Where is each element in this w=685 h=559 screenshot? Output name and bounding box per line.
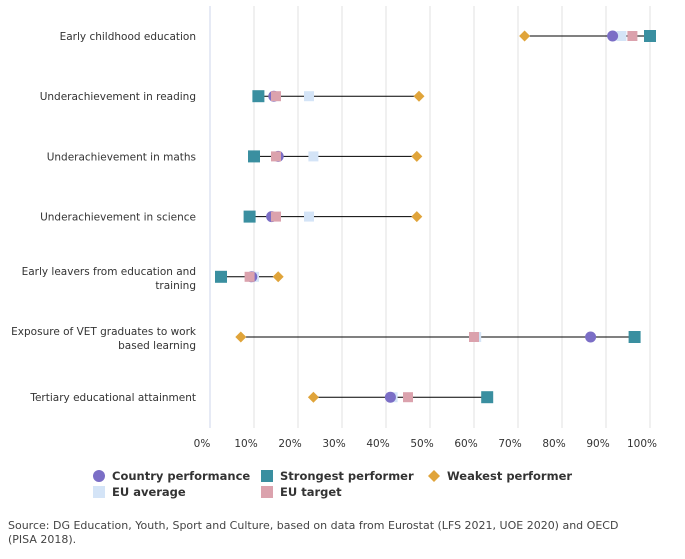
marker-country[interactable] bbox=[384, 391, 396, 403]
marker-strongest[interactable] bbox=[481, 391, 494, 404]
x-tick-label: 10% bbox=[234, 438, 257, 450]
marker-eu-target[interactable] bbox=[271, 91, 281, 102]
marker-eu-avg[interactable] bbox=[308, 151, 319, 162]
circle-marker-icon bbox=[93, 470, 105, 482]
marker-eu-target[interactable] bbox=[627, 31, 638, 41]
legend-item-country[interactable]: Country performance bbox=[92, 468, 250, 484]
x-tick-label: 60% bbox=[454, 438, 477, 450]
source-line-2: (PISA 2018). bbox=[8, 533, 77, 546]
data-markers bbox=[215, 30, 656, 404]
category-label: Underachievement in science bbox=[40, 212, 196, 224]
diamond-marker-icon bbox=[428, 470, 440, 482]
legend-item-strongest[interactable]: Strongest performer bbox=[260, 468, 414, 484]
marker-strongest[interactable] bbox=[243, 210, 256, 223]
x-tick-label: 50% bbox=[410, 438, 433, 450]
x-tick-label: 0% bbox=[194, 438, 211, 450]
marker-eu-avg[interactable] bbox=[304, 211, 314, 222]
marker-strongest[interactable] bbox=[644, 30, 656, 42]
square-marker-icon bbox=[93, 486, 105, 498]
category-label: Underachievement in reading bbox=[40, 91, 196, 103]
marker-eu-avg[interactable] bbox=[616, 31, 627, 41]
source-line-1: Source: DG Education, Youth, Sport and C… bbox=[8, 519, 619, 532]
category-label: Early childhood education bbox=[60, 31, 196, 43]
marker-eu-avg[interactable] bbox=[304, 91, 314, 102]
legend-label: Country performance bbox=[112, 469, 251, 483]
x-tick-label: 80% bbox=[542, 438, 565, 450]
marker-country[interactable] bbox=[607, 30, 619, 42]
legend-label: EU target bbox=[280, 485, 342, 499]
marker-weakest[interactable] bbox=[413, 90, 425, 102]
x-tick-label: 90% bbox=[586, 438, 609, 450]
x-tick-label: 20% bbox=[278, 438, 301, 450]
source-note: Source: DG Education, Youth, Sport and C… bbox=[8, 519, 678, 547]
legend-label: EU average bbox=[112, 485, 186, 499]
marker-weakest[interactable] bbox=[235, 331, 247, 343]
square-marker-icon bbox=[261, 470, 273, 482]
marker-strongest[interactable] bbox=[248, 150, 260, 163]
legend: Country performance Strongest performer … bbox=[92, 468, 612, 502]
legend-label: Weakest performer bbox=[447, 469, 573, 483]
square-marker-icon bbox=[261, 486, 273, 498]
marker-weakest[interactable] bbox=[519, 30, 531, 42]
marker-eu-target[interactable] bbox=[271, 211, 281, 222]
marker-weakest[interactable] bbox=[307, 391, 319, 403]
dumbbell-chart: 0% 10% 20% 30% 40% 50% 60% 70% 80% 90% 100% Early … bbox=[11, 6, 657, 450]
x-axis-tick-labels: 0% 10% 20% 30% 40% 50% 60% 70% 80% 90% 100% bbox=[194, 438, 657, 450]
category-label: Underachievement in maths bbox=[47, 151, 196, 163]
legend-item-eu-target[interactable]: EU target bbox=[260, 484, 342, 500]
legend-label: Strongest performer bbox=[280, 469, 414, 483]
marker-weakest[interactable] bbox=[411, 150, 423, 162]
x-tick-label: 40% bbox=[366, 438, 389, 450]
legend-item-weakest[interactable]: Weakest performer bbox=[427, 468, 572, 484]
marker-eu-target[interactable] bbox=[403, 392, 413, 403]
marker-strongest[interactable] bbox=[252, 90, 265, 103]
legend-item-eu-average[interactable]: EU average bbox=[92, 484, 186, 500]
x-tick-label: 100% bbox=[627, 438, 657, 450]
range-lines bbox=[221, 35, 650, 398]
marker-eu-target[interactable] bbox=[244, 271, 255, 282]
category-labels: Early childhood education Underachievemen… bbox=[11, 31, 197, 404]
marker-strongest[interactable] bbox=[628, 331, 641, 343]
marker-eu-target[interactable] bbox=[271, 151, 281, 162]
category-label: Early leavers from education and training bbox=[22, 266, 196, 292]
marker-weakest[interactable] bbox=[272, 271, 284, 283]
marker-country[interactable] bbox=[585, 331, 597, 343]
marker-weakest[interactable] bbox=[411, 211, 423, 223]
category-label: Exposure of VET graduates to work based l… bbox=[11, 326, 197, 352]
marker-eu-target[interactable] bbox=[469, 332, 479, 342]
x-tick-label: 30% bbox=[322, 438, 345, 450]
marker-strongest[interactable] bbox=[215, 270, 227, 283]
category-label: Tertiary educational attainment bbox=[29, 392, 196, 404]
x-tick-label: 70% bbox=[498, 438, 521, 450]
